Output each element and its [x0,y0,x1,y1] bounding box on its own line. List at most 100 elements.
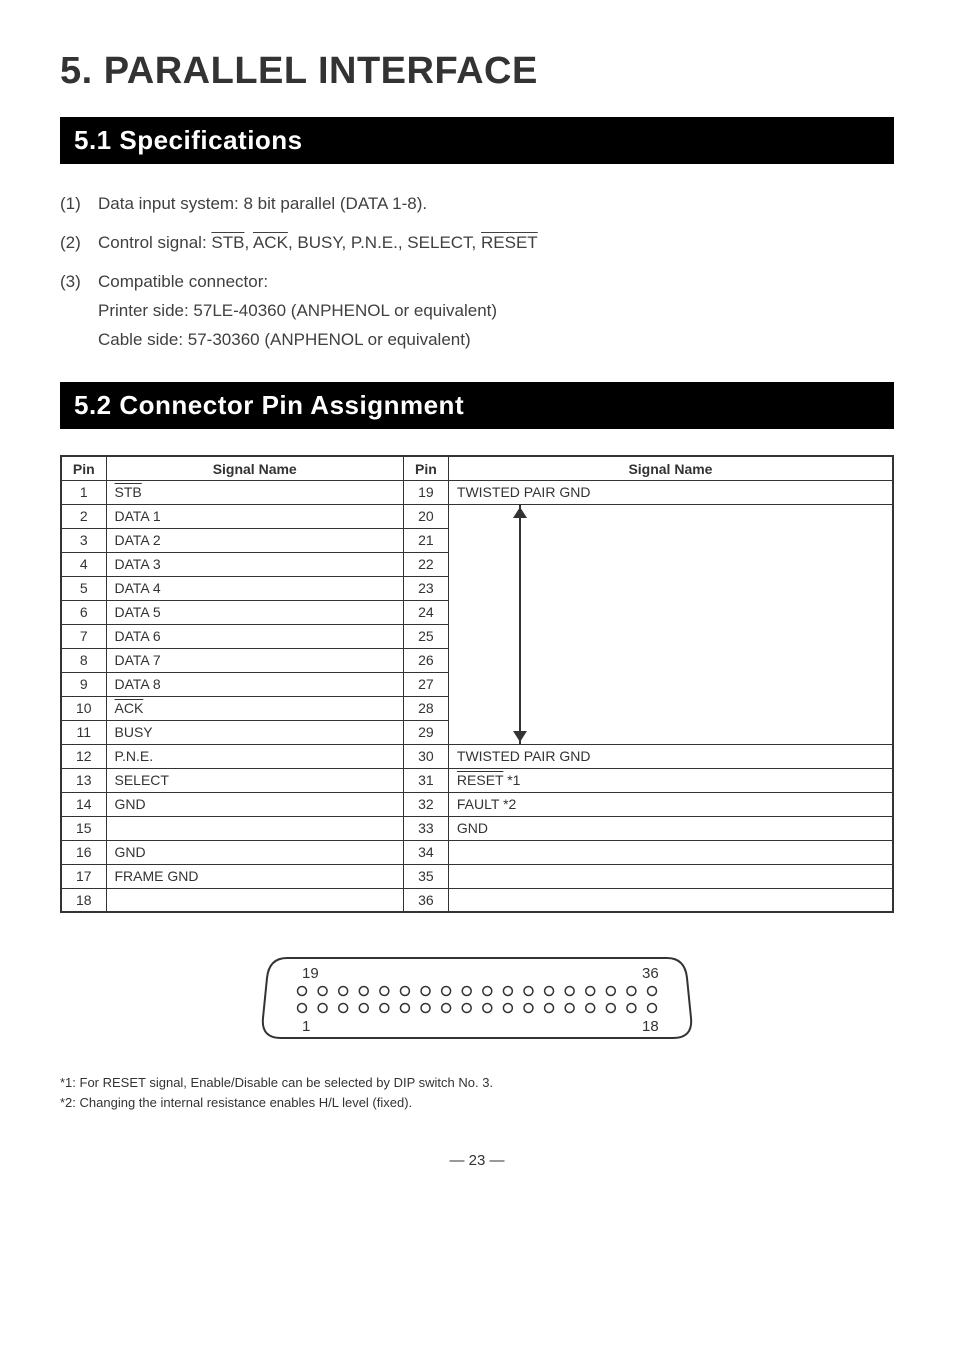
pin-cell: 1 [61,480,106,504]
signal-cell: ACK [106,696,403,720]
pin-cell: 17 [61,864,106,888]
pin-cell: 34 [403,840,448,864]
pin-cell: 26 [403,648,448,672]
pin-cell: 36 [403,888,448,912]
spec-item-2: (2) Control signal: STB, ACK, BUSY, P.N.… [60,229,894,258]
pin-cell: 22 [403,552,448,576]
pin-label-1: 1 [302,1018,310,1035]
signal-cell [448,696,893,720]
signal-cell: GND [106,792,403,816]
table-row: 17FRAME GND35 [61,864,893,888]
list-number: (3) [60,268,98,355]
footnote-2: *2: Changing the internal resistance ena… [60,1093,894,1113]
pin-cell: 35 [403,864,448,888]
signal-cell: BUSY [106,720,403,744]
pin-cell: 8 [61,648,106,672]
connector-line2: Printer side: 57LE-40360 (ANPHENOL or eq… [98,297,894,326]
signal-cell: DATA 8 [106,672,403,696]
signal-cell: RESET *1 [448,768,893,792]
signal-cell: GND [106,840,403,864]
pin-cell: 28 [403,696,448,720]
signal-cell: SELECT [106,768,403,792]
pin-cell: 30 [403,744,448,768]
signal-cell: DATA 1 [106,504,403,528]
list-text: Data input system: 8 bit parallel (DATA … [98,190,894,219]
section-5-2-header: 5.2 Connector Pin Assignment [60,382,894,429]
pin-cell: 19 [403,480,448,504]
signal-cell: DATA 5 [106,600,403,624]
signal-cell [448,552,893,576]
table-row: 3DATA 221 [61,528,893,552]
col-pin-right: Pin [403,456,448,480]
signal-cell: DATA 3 [106,552,403,576]
table-row: 12P.N.E.30TWISTED PAIR GND [61,744,893,768]
table-row: 8DATA 726 [61,648,893,672]
section-5-1-header: 5.1 Specifications [60,117,894,164]
connector-line3: Cable side: 57-30360 (ANPHENOL or equiva… [98,326,894,355]
pin-cell: 14 [61,792,106,816]
page-number: — 23 — [60,1152,894,1169]
table-row: 10ACK28 [61,696,893,720]
signal-cell [448,864,893,888]
table-row: 15 33GND [61,816,893,840]
col-signal-right: Signal Name [448,456,893,480]
text-mid: , BUSY, P.N.E., SELECT, [288,233,481,252]
pin-cell: 10 [61,696,106,720]
table-row: 6DATA 524 [61,600,893,624]
pin-cell: 5 [61,576,106,600]
table-row: 13SELECT31RESET *1 [61,768,893,792]
footnote-1: *1: For RESET signal, Enable/Disable can… [60,1073,894,1093]
pin-cell: 16 [61,840,106,864]
text-sep: , [244,233,253,252]
table-row: 4DATA 322 [61,552,893,576]
pin-cell: 20 [403,504,448,528]
signal-cell: FRAME GND [106,864,403,888]
signal-cell: GND [448,816,893,840]
footnotes: *1: For RESET signal, Enable/Disable can… [60,1073,894,1112]
signal-cell: TWISTED PAIR GND [448,744,893,768]
pin-cell: 2 [61,504,106,528]
pin-cell: 31 [403,768,448,792]
table-row: 1836 [61,888,893,912]
table-header-row: Pin Signal Name Pin Signal Name [61,456,893,480]
col-pin-left: Pin [61,456,106,480]
pin-cell: 29 [403,720,448,744]
pin-cell: 23 [403,576,448,600]
spec-item-3: (3) Compatible connector: Printer side: … [60,268,894,355]
signal-cell [448,504,893,528]
signal-cell: DATA 6 [106,624,403,648]
table-row: 2DATA 120 [61,504,893,528]
table-row: 7DATA 625 [61,624,893,648]
list-number: (2) [60,229,98,258]
connector-line1: Compatible connector: [98,268,894,297]
pin-cell: 13 [61,768,106,792]
table-row: 9DATA 827 [61,672,893,696]
pin-cell: 33 [403,816,448,840]
signal-cell [448,720,893,744]
signal-cell [448,672,893,696]
pin-cell: 12 [61,744,106,768]
pin-cell: 21 [403,528,448,552]
signal-cell [448,888,893,912]
page-title: 5. PARALLEL INTERFACE [60,50,894,93]
col-signal-left: Signal Name [106,456,403,480]
signal-reset: RESET [481,233,538,252]
pin-cell: 3 [61,528,106,552]
section-5-1-body: (1) Data input system: 8 bit parallel (D… [60,164,894,382]
signal-cell: DATA 7 [106,648,403,672]
pin-assignment-table: Pin Signal Name Pin Signal Name 1STB19TW… [60,455,894,913]
signal-cell: TWISTED PAIR GND [448,480,893,504]
spec-item-1: (1) Data input system: 8 bit parallel (D… [60,190,894,219]
connector-diagram: 19 36 1 18 [257,943,697,1053]
signal-cell: DATA 4 [106,576,403,600]
pin-cell: 9 [61,672,106,696]
table-row: 16GND34 [61,840,893,864]
signal-cell [106,888,403,912]
signal-cell: FAULT *2 [448,792,893,816]
signal-cell [448,528,893,552]
signal-cell: DATA 2 [106,528,403,552]
signal-cell [448,624,893,648]
pin-cell: 11 [61,720,106,744]
table-row: 1STB19TWISTED PAIR GND [61,480,893,504]
pin-cell: 15 [61,816,106,840]
